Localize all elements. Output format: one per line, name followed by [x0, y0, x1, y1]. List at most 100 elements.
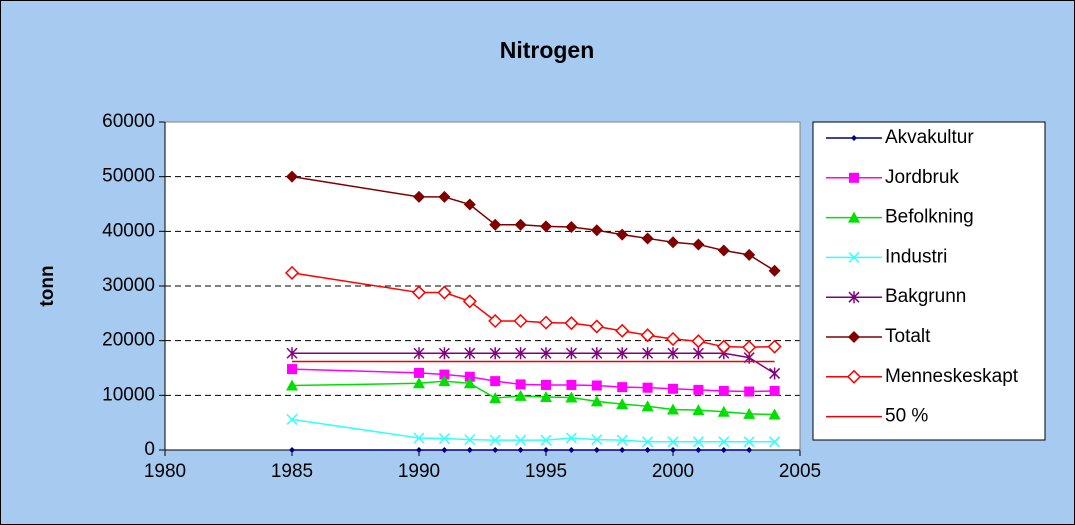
x-tick-label: 1985: [271, 461, 313, 482]
marker: [413, 432, 425, 444]
legend-label: Jordbruk: [885, 167, 959, 188]
legend-marker: [849, 172, 859, 183]
marker: [566, 379, 577, 390]
marker: [720, 447, 727, 453]
legend-marker: [851, 135, 857, 141]
marker: [565, 347, 577, 360]
marker: [489, 218, 502, 231]
marker: [591, 380, 602, 391]
marker: [413, 347, 425, 360]
marker: [463, 198, 476, 211]
marker: [515, 347, 527, 360]
legend-label: Industri: [885, 246, 947, 267]
y-tick-label: 10000: [102, 384, 155, 405]
marker: [515, 379, 526, 390]
marker: [743, 248, 756, 261]
y-tick-label: 30000: [102, 275, 155, 296]
legend-label: Befolkning: [885, 207, 974, 228]
y-tick-label: 20000: [102, 330, 155, 351]
marker: [513, 313, 528, 329]
marker: [695, 447, 702, 453]
legend-label: Totalt: [885, 326, 931, 347]
marker: [616, 347, 628, 360]
marker: [692, 238, 705, 251]
marker: [693, 384, 704, 395]
marker: [692, 436, 704, 448]
legend-label: 50 %: [885, 406, 928, 427]
marker: [641, 400, 654, 412]
marker: [667, 236, 679, 249]
marker: [642, 347, 654, 360]
x-tick-label: 2005: [779, 461, 821, 482]
marker: [616, 398, 629, 410]
marker: [593, 447, 600, 453]
marker: [769, 367, 781, 380]
marker: [744, 386, 755, 397]
marker: [438, 347, 450, 360]
series-line: [291, 380, 775, 416]
marker: [767, 339, 782, 354]
marker: [286, 347, 298, 360]
marker: [540, 347, 552, 360]
marker: [665, 331, 681, 347]
marker: [642, 382, 653, 393]
marker: [615, 323, 630, 338]
marker: [742, 340, 757, 355]
marker: [289, 447, 295, 453]
marker: [718, 385, 729, 396]
legend: [812, 121, 1046, 441]
marker: [768, 264, 781, 277]
y-tick-label: 50000: [102, 166, 155, 187]
series-line: [292, 352, 775, 375]
marker: [284, 265, 300, 280]
marker: [540, 434, 552, 446]
x-tick-label: 1990: [398, 461, 440, 482]
y-axis-label: tonn: [37, 265, 58, 306]
marker: [565, 220, 578, 233]
marker: [644, 447, 651, 453]
marker: [591, 434, 603, 446]
marker: [439, 369, 450, 380]
marker: [464, 371, 475, 382]
marker: [286, 170, 298, 183]
marker: [640, 328, 655, 343]
marker: [538, 315, 554, 330]
legend-marker: [848, 211, 860, 223]
y-tick-label: 60000: [102, 111, 155, 132]
marker: [489, 434, 501, 446]
marker: [717, 244, 730, 257]
x-tick-label: 1980: [144, 461, 186, 482]
marker: [716, 339, 731, 354]
legend-label: Akvakultur: [885, 127, 974, 148]
marker: [489, 392, 502, 404]
marker: [743, 436, 755, 448]
marker: [462, 294, 477, 309]
legend-marker: [848, 251, 860, 263]
marker: [746, 447, 753, 453]
marker: [768, 408, 781, 420]
legend-marker: [848, 291, 860, 304]
marker: [438, 432, 450, 445]
marker: [464, 347, 476, 360]
series-line: [291, 418, 775, 443]
marker: [541, 379, 551, 390]
marker: [514, 389, 527, 401]
marker: [441, 447, 448, 453]
marker: [540, 220, 552, 233]
marker: [437, 285, 452, 300]
marker: [717, 405, 730, 417]
marker: [543, 447, 549, 453]
marker: [617, 382, 628, 393]
marker: [692, 347, 704, 360]
marker: [514, 218, 527, 231]
marker: [667, 347, 679, 360]
marker: [438, 190, 451, 203]
marker: [515, 434, 527, 446]
marker: [591, 347, 603, 360]
marker: [743, 407, 756, 419]
marker: [667, 436, 679, 448]
marker: [489, 347, 501, 360]
marker: [692, 404, 705, 416]
chart-title: Nitrogen: [500, 37, 595, 63]
marker: [464, 434, 476, 446]
